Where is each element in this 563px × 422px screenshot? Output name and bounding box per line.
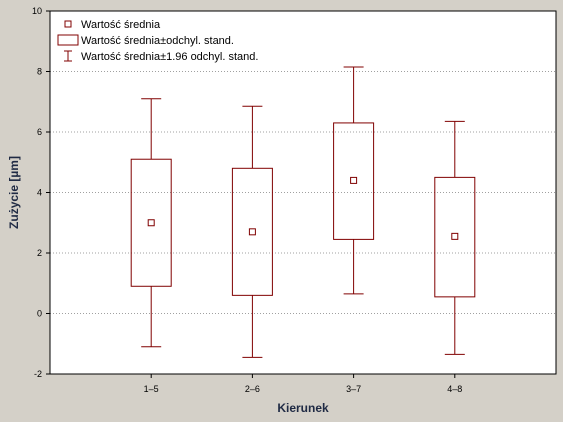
gridlines: [50, 71, 556, 314]
y-axis-title: Zużycie [µm]: [7, 156, 21, 229]
mean-marker: [147, 219, 155, 227]
y-tick-label: -2: [34, 369, 42, 379]
legend-whisker-icon: [64, 50, 72, 62]
x-axis-ticks: 1–5 2–6 3–7 4–8: [144, 374, 462, 394]
sd-box: [231, 167, 273, 296]
legend: Wartość średnia Wartość średnia±odchyl. s…: [57, 19, 258, 63]
box-group: [333, 66, 375, 295]
legend-label: Wartość średnia±odchyl. stand.: [81, 35, 234, 47]
x-tick-label: 1–5: [144, 384, 159, 394]
box-group: [130, 98, 172, 348]
y-tick-label: 10: [32, 6, 42, 16]
x-tick-label: 2–6: [245, 384, 260, 394]
legend-mean-icon: [64, 20, 72, 28]
sd-box: [333, 122, 375, 240]
mean-marker: [350, 176, 358, 184]
box-group: [231, 105, 273, 358]
legend-box-icon: [57, 34, 79, 46]
y-axis-ticks: -2 0 2 4 6 8 10: [32, 6, 50, 379]
mean-marker: [248, 228, 256, 236]
y-tick-label: 0: [37, 309, 42, 319]
y-tick-label: 4: [37, 188, 42, 198]
legend-item: Wartość średnia: [64, 19, 161, 31]
x-tick-label: 4–8: [447, 384, 462, 394]
series-boxes: [130, 66, 476, 358]
y-tick-label: 6: [37, 127, 42, 137]
legend-label: Wartość średnia±1.96 odchyl. stand.: [81, 51, 258, 63]
box-group: [434, 120, 476, 355]
y-tick-label: 8: [37, 67, 42, 77]
y-tick-label: 2: [37, 248, 42, 258]
x-axis-title: Kierunek: [277, 401, 329, 415]
legend-item: Wartość średnia±odchyl. stand.: [57, 34, 234, 47]
legend-item: Wartość średnia±1.96 odchyl. stand.: [64, 50, 258, 63]
sd-box: [434, 176, 476, 298]
x-tick-label: 3–7: [346, 384, 361, 394]
plot-frame: [49, 10, 557, 375]
legend-label: Wartość średnia: [81, 19, 161, 31]
mean-marker: [451, 232, 459, 240]
sd-box: [130, 158, 172, 287]
